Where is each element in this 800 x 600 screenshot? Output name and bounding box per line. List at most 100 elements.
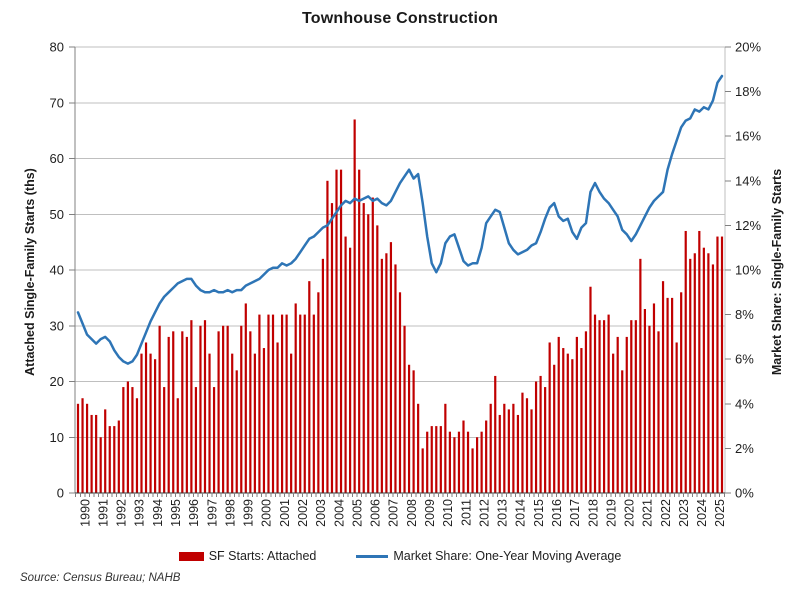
bar — [285, 314, 288, 493]
bar — [643, 309, 646, 493]
bar — [398, 292, 402, 493]
legend-line-label: Market Share: One-Year Moving Average — [393, 549, 622, 563]
bar — [353, 119, 356, 493]
right-tick-label: 12% — [735, 218, 761, 233]
bar — [385, 253, 388, 493]
bar — [720, 236, 724, 494]
bar — [267, 314, 270, 493]
bar — [181, 331, 184, 493]
bar — [602, 320, 606, 493]
year-label: 2016 — [550, 499, 564, 527]
bar — [394, 264, 397, 493]
bar — [280, 314, 284, 493]
bar — [95, 414, 98, 493]
bar — [507, 409, 510, 494]
bar — [108, 426, 111, 493]
bar — [276, 342, 279, 493]
bar — [344, 236, 347, 494]
left-tick-label: 40 — [50, 263, 64, 278]
bar — [539, 375, 542, 493]
year-label: 2001 — [278, 499, 292, 527]
bar-series — [76, 119, 724, 494]
bar — [154, 359, 157, 493]
bar — [240, 325, 243, 493]
left-tick-label: 60 — [50, 151, 64, 166]
year-label: 2002 — [296, 499, 310, 527]
left-tick-label: 50 — [50, 207, 64, 222]
bar — [371, 197, 374, 493]
bar — [575, 336, 578, 493]
bar — [471, 448, 474, 493]
bar — [367, 214, 370, 493]
legend-bars-label: SF Starts: Attached — [208, 549, 317, 563]
bar — [448, 431, 451, 493]
bar — [625, 336, 628, 493]
bar — [657, 331, 660, 493]
bar — [716, 236, 719, 494]
year-label: 2019 — [604, 499, 618, 527]
year-label: 2023 — [677, 499, 691, 527]
bar — [90, 414, 93, 493]
bar — [612, 353, 615, 494]
bar — [698, 230, 701, 493]
year-label: 2008 — [405, 499, 419, 527]
bar-series-swatch-icon — [178, 551, 204, 561]
year-label: 2012 — [477, 499, 491, 527]
source-note: Source: Census Bureau; NAHB — [20, 572, 181, 584]
left-tick-label: 30 — [50, 318, 64, 333]
bar — [117, 420, 120, 493]
bar — [308, 281, 311, 493]
bar — [557, 336, 560, 493]
bar — [453, 437, 456, 493]
bar — [616, 336, 619, 493]
bar — [362, 203, 365, 493]
bar — [480, 431, 483, 493]
bar — [176, 398, 179, 493]
bar — [494, 375, 497, 493]
bar — [172, 331, 175, 493]
bar — [203, 320, 207, 493]
left-tick-label: 80 — [50, 40, 64, 55]
bar — [339, 169, 343, 493]
year-label: 2005 — [350, 499, 364, 527]
bar — [144, 342, 148, 493]
bar — [330, 203, 334, 493]
bar — [648, 325, 651, 493]
right-tick-label: 2% — [735, 441, 754, 456]
bar — [693, 253, 696, 493]
bar — [666, 297, 669, 494]
bar — [122, 387, 125, 493]
bar — [548, 342, 551, 493]
bar — [661, 281, 665, 493]
year-label: 1999 — [242, 499, 256, 527]
bar — [421, 448, 424, 493]
bar — [684, 230, 687, 493]
bar — [580, 348, 583, 493]
right-axis-ticks: 0% 2% 4% 6% 8% 10% 12% 14% 16% 18% 20% — [725, 40, 761, 501]
year-label: 1997 — [205, 499, 219, 527]
bar — [262, 348, 266, 493]
bar — [81, 398, 84, 493]
bar — [680, 292, 683, 493]
bar — [621, 370, 624, 493]
year-label: 2004 — [332, 499, 346, 527]
bar — [485, 420, 488, 493]
bar — [589, 286, 592, 493]
bar — [389, 242, 393, 494]
year-label: 2021 — [641, 499, 655, 527]
line-series-swatch-icon — [356, 554, 389, 558]
bar — [426, 431, 429, 493]
year-label: 1990 — [78, 499, 92, 527]
bar — [457, 431, 461, 493]
bar — [675, 342, 678, 493]
bar — [403, 325, 406, 493]
bar — [702, 247, 705, 493]
left-tick-label: 70 — [50, 95, 64, 110]
bar — [312, 314, 315, 493]
year-label: 2015 — [532, 499, 546, 527]
bar — [244, 303, 247, 493]
year-label: 2000 — [260, 499, 274, 527]
bar — [258, 314, 261, 493]
bar — [544, 387, 547, 493]
bar — [140, 353, 143, 494]
